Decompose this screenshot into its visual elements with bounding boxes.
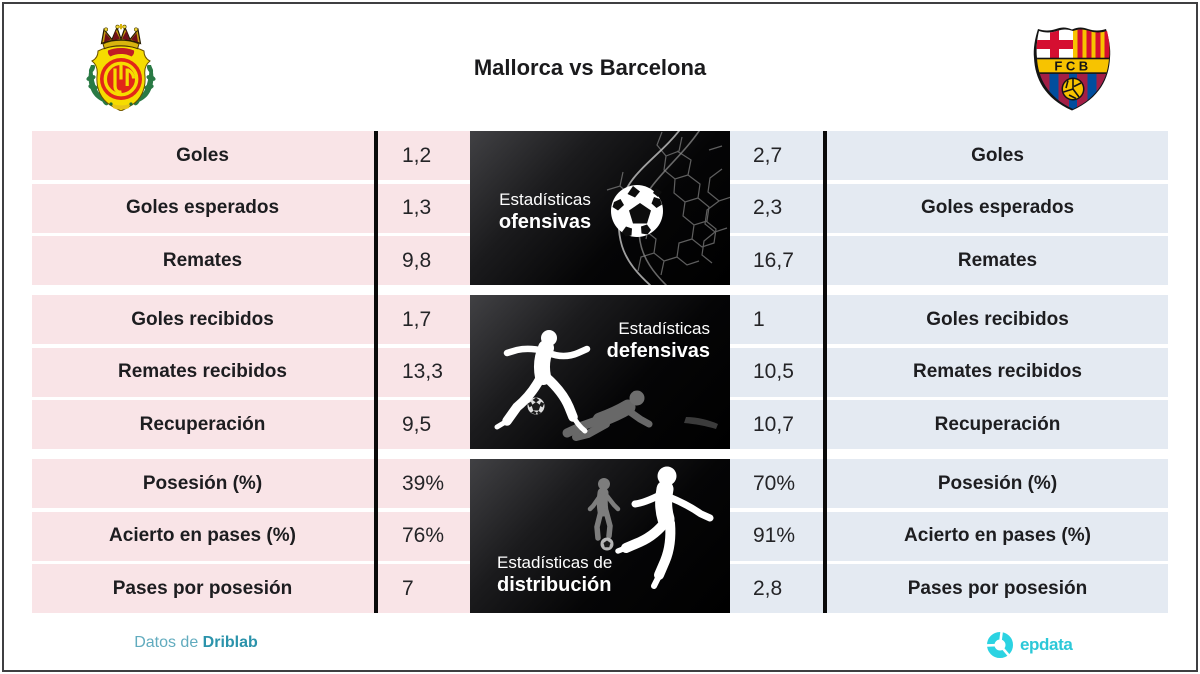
svg-text:FCB: FCB xyxy=(1054,59,1091,74)
